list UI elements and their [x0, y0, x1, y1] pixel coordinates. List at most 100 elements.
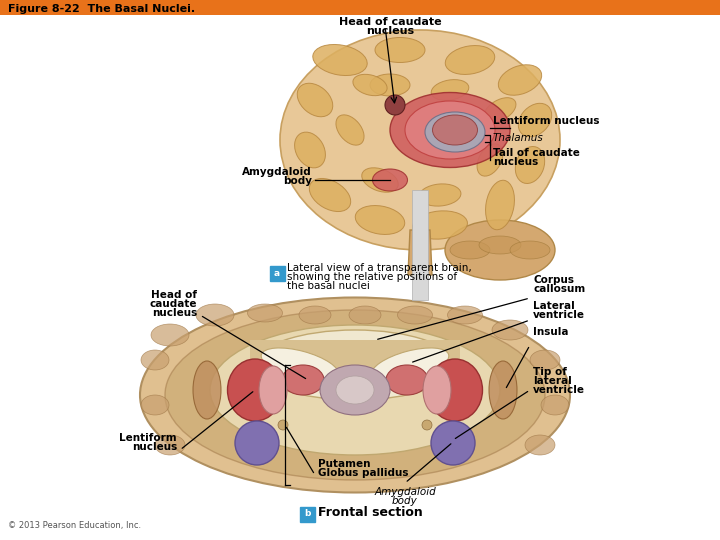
- Text: a: a: [274, 268, 280, 278]
- Text: Tip of: Tip of: [533, 367, 567, 377]
- Ellipse shape: [479, 236, 521, 254]
- Ellipse shape: [498, 65, 541, 95]
- FancyBboxPatch shape: [269, 266, 284, 280]
- Ellipse shape: [210, 325, 500, 455]
- Text: body: body: [392, 496, 418, 506]
- Text: lateral: lateral: [533, 376, 572, 386]
- Ellipse shape: [372, 169, 408, 191]
- Text: callosum: callosum: [533, 284, 585, 294]
- Ellipse shape: [413, 211, 467, 239]
- Text: Figure 8-22  The Basal Nuclei.: Figure 8-22 The Basal Nuclei.: [8, 4, 195, 14]
- Ellipse shape: [310, 178, 351, 212]
- Text: Corpus: Corpus: [533, 275, 574, 285]
- Ellipse shape: [282, 365, 324, 395]
- Ellipse shape: [477, 144, 503, 176]
- Text: Insula: Insula: [533, 327, 569, 337]
- Circle shape: [385, 95, 405, 115]
- Ellipse shape: [448, 306, 482, 324]
- Bar: [250, 340, 460, 390]
- Ellipse shape: [140, 298, 570, 492]
- Ellipse shape: [141, 395, 169, 415]
- Ellipse shape: [294, 132, 325, 168]
- Text: body: body: [283, 176, 312, 186]
- Text: the basal nuclei: the basal nuclei: [287, 281, 370, 291]
- Ellipse shape: [433, 115, 477, 145]
- Ellipse shape: [193, 361, 221, 419]
- Ellipse shape: [397, 306, 433, 324]
- Ellipse shape: [423, 366, 451, 414]
- Text: nucleus: nucleus: [366, 26, 414, 36]
- Ellipse shape: [431, 79, 469, 100]
- Text: Globus pallidus: Globus pallidus: [318, 468, 408, 478]
- Text: © 2013 Pearson Education, Inc.: © 2013 Pearson Education, Inc.: [8, 521, 141, 530]
- Ellipse shape: [336, 115, 364, 145]
- Text: Lateral view of a transparent brain,: Lateral view of a transparent brain,: [287, 263, 472, 273]
- Ellipse shape: [349, 306, 381, 324]
- Ellipse shape: [516, 146, 544, 184]
- Ellipse shape: [299, 306, 331, 324]
- Ellipse shape: [259, 366, 287, 414]
- Ellipse shape: [390, 92, 510, 167]
- Ellipse shape: [485, 180, 515, 230]
- Text: Amygdaloid: Amygdaloid: [374, 487, 436, 497]
- FancyBboxPatch shape: [300, 507, 315, 522]
- Text: Thalamus: Thalamus: [493, 133, 544, 143]
- Ellipse shape: [489, 361, 517, 419]
- Circle shape: [235, 421, 279, 465]
- Ellipse shape: [165, 310, 545, 480]
- Text: ventricle: ventricle: [533, 310, 585, 320]
- Text: Head of: Head of: [151, 290, 197, 300]
- Ellipse shape: [353, 75, 387, 96]
- Ellipse shape: [361, 168, 398, 192]
- Ellipse shape: [492, 320, 528, 340]
- Ellipse shape: [405, 101, 495, 159]
- Ellipse shape: [510, 241, 550, 259]
- Ellipse shape: [445, 45, 495, 75]
- Ellipse shape: [530, 350, 560, 370]
- Ellipse shape: [228, 359, 282, 421]
- Ellipse shape: [518, 103, 552, 137]
- Ellipse shape: [428, 359, 482, 421]
- Text: Lateral: Lateral: [533, 301, 575, 311]
- Ellipse shape: [370, 74, 410, 96]
- Text: ventricle: ventricle: [533, 385, 585, 395]
- Ellipse shape: [450, 241, 490, 259]
- Ellipse shape: [386, 365, 428, 395]
- Ellipse shape: [336, 376, 374, 404]
- Bar: [412, 190, 428, 300]
- Ellipse shape: [419, 184, 461, 206]
- Ellipse shape: [355, 206, 405, 234]
- Text: Tail of caudate: Tail of caudate: [493, 148, 580, 158]
- Ellipse shape: [445, 220, 555, 280]
- Text: Lentiform nucleus: Lentiform nucleus: [493, 116, 600, 126]
- Text: Lentiform: Lentiform: [120, 433, 177, 443]
- Text: Putamen: Putamen: [318, 459, 371, 469]
- Text: Amygdaloid: Amygdaloid: [242, 167, 312, 177]
- Ellipse shape: [372, 348, 449, 382]
- Text: b: b: [304, 510, 310, 518]
- Ellipse shape: [484, 98, 516, 123]
- Ellipse shape: [141, 350, 169, 370]
- Bar: [0, 0, 720, 15]
- Ellipse shape: [248, 304, 282, 322]
- Polygon shape: [408, 230, 432, 275]
- Text: Head of caudate: Head of caudate: [338, 17, 441, 27]
- Ellipse shape: [280, 30, 560, 250]
- Text: showing the relative positions of: showing the relative positions of: [287, 272, 457, 282]
- Text: nucleus: nucleus: [152, 308, 197, 318]
- Text: Frontal section: Frontal section: [318, 505, 423, 518]
- Ellipse shape: [255, 330, 455, 400]
- Ellipse shape: [297, 83, 333, 117]
- Ellipse shape: [155, 435, 185, 455]
- Circle shape: [431, 421, 475, 465]
- Ellipse shape: [312, 44, 367, 76]
- Ellipse shape: [151, 324, 189, 346]
- Ellipse shape: [261, 348, 339, 382]
- Circle shape: [278, 420, 288, 430]
- Text: caudate: caudate: [150, 299, 197, 309]
- Circle shape: [422, 420, 432, 430]
- Text: nucleus: nucleus: [132, 442, 177, 452]
- Ellipse shape: [196, 304, 234, 326]
- Ellipse shape: [320, 365, 390, 415]
- Ellipse shape: [525, 435, 555, 455]
